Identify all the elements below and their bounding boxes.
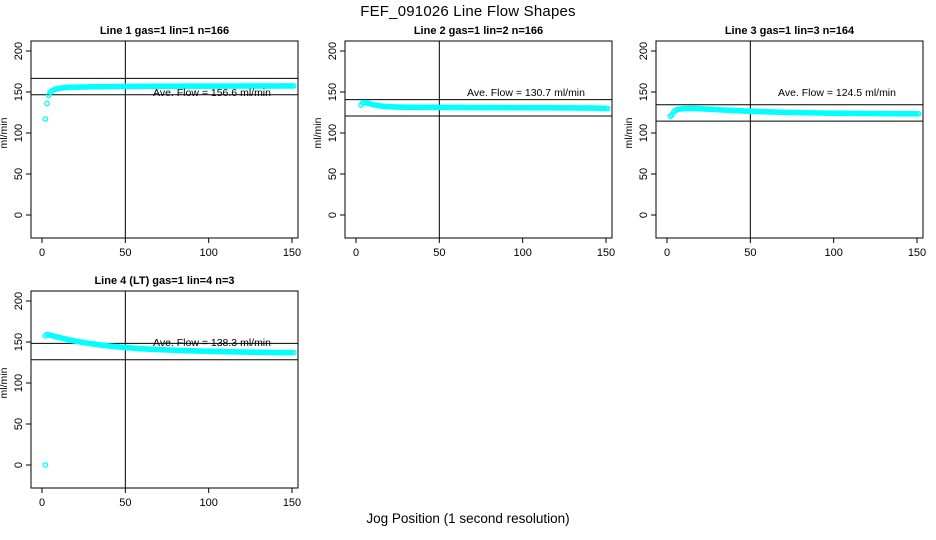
x-tick-label: 100	[199, 497, 217, 509]
y-tick-label: 0	[638, 212, 650, 218]
y-tick-label: 150	[638, 83, 650, 101]
panel-title: Line 3 gas=1 lin=3 n=164	[725, 25, 855, 37]
y-tick-label: 200	[327, 42, 339, 60]
y-tick-label: 150	[327, 83, 339, 101]
x-tick-label: 50	[119, 497, 131, 509]
panel-title: Line 2 gas=1 lin=2 n=166	[414, 25, 543, 37]
y-tick-label: 0	[327, 212, 339, 218]
panel-line-2: 0 50 100 150 0 50 100 150 200 ml/min Line 2 gas=1 …	[312, 25, 615, 259]
x-tick-label: 150	[283, 247, 301, 259]
y-tick-label: 200	[13, 42, 25, 60]
x-tick-label: 150	[597, 247, 615, 259]
avg-flow-annotation: Ave. Flow = 156.6 ml/min	[153, 87, 271, 99]
avg-flow-annotation: Ave. Flow = 138.3 ml/min	[153, 337, 271, 349]
y-tick-label: 150	[13, 333, 25, 351]
y-tick-label: 0	[13, 462, 25, 468]
panel-title: Line 4 (LT) gas=1 lin=4 n=3	[94, 275, 234, 287]
data-point	[604, 105, 611, 112]
x-tick-label: 50	[433, 247, 445, 259]
x-tick-label: 150	[283, 497, 301, 509]
y-tick-label: 50	[638, 168, 650, 180]
x-tick-label: 100	[199, 247, 217, 259]
data-point	[290, 83, 297, 89]
x-tick-label: 100	[824, 247, 842, 259]
y-tick-label: 200	[13, 292, 25, 310]
y-axis-unit-label: ml/min	[0, 117, 10, 148]
y-tick-label: 100	[13, 124, 25, 142]
y-axis-unit-label: ml/min	[623, 117, 635, 148]
x-tick-label: 0	[664, 247, 670, 259]
x-tick-label: 50	[119, 247, 131, 259]
y-tick-label: 0	[13, 212, 25, 218]
y-tick-label: 150	[13, 83, 25, 101]
x-tick-label: 150	[908, 247, 926, 259]
x-axis-label: Jog Position (1 second resolution)	[366, 511, 570, 526]
x-tick-label: 0	[39, 497, 45, 509]
panel-title: Line 1 gas=1 lin=1 n=166	[100, 25, 229, 37]
avg-flow-annotation: Ave. Flow = 130.7 ml/min	[467, 87, 585, 99]
y-tick-label: 200	[638, 42, 650, 60]
panel-line-3: 0 50 100 150 0 50 100 150 200 ml/min Line 3 gas=1 …	[623, 25, 926, 259]
y-tick-label: 100	[327, 124, 339, 142]
plot-box	[655, 40, 924, 239]
data-point	[915, 110, 922, 117]
y-tick-label: 100	[638, 124, 650, 142]
data-point	[290, 349, 297, 356]
data-point	[42, 462, 49, 468]
x-tick-label: 0	[353, 247, 359, 259]
y-tick-label: 50	[13, 168, 25, 180]
panel-line-4: 0 50 100 150 0 50 100 150 200 ml/min Line 4 (LT) g…	[0, 275, 301, 509]
data-point	[44, 100, 50, 107]
avg-flow-annotation: Ave. Flow = 124.5 ml/min	[778, 87, 896, 99]
data-point	[42, 116, 49, 122]
y-axis-unit-label: ml/min	[0, 367, 10, 398]
plot-box	[30, 290, 299, 489]
plot-box	[344, 40, 613, 239]
panel-line-1: 0 50 100 150 0 50 100 150 200 ml/min Line 1 gas=1 …	[0, 25, 301, 259]
plot-box	[30, 40, 299, 239]
x-tick-label: 0	[39, 247, 45, 259]
figure-title: FEF_091026 Line Flow Shapes	[360, 3, 576, 20]
y-tick-label: 100	[13, 374, 25, 392]
x-tick-label: 50	[744, 247, 756, 259]
y-tick-label: 50	[13, 418, 25, 430]
x-tick-label: 100	[513, 247, 531, 259]
y-tick-label: 50	[327, 168, 339, 180]
y-axis-unit-label: ml/min	[312, 117, 324, 148]
